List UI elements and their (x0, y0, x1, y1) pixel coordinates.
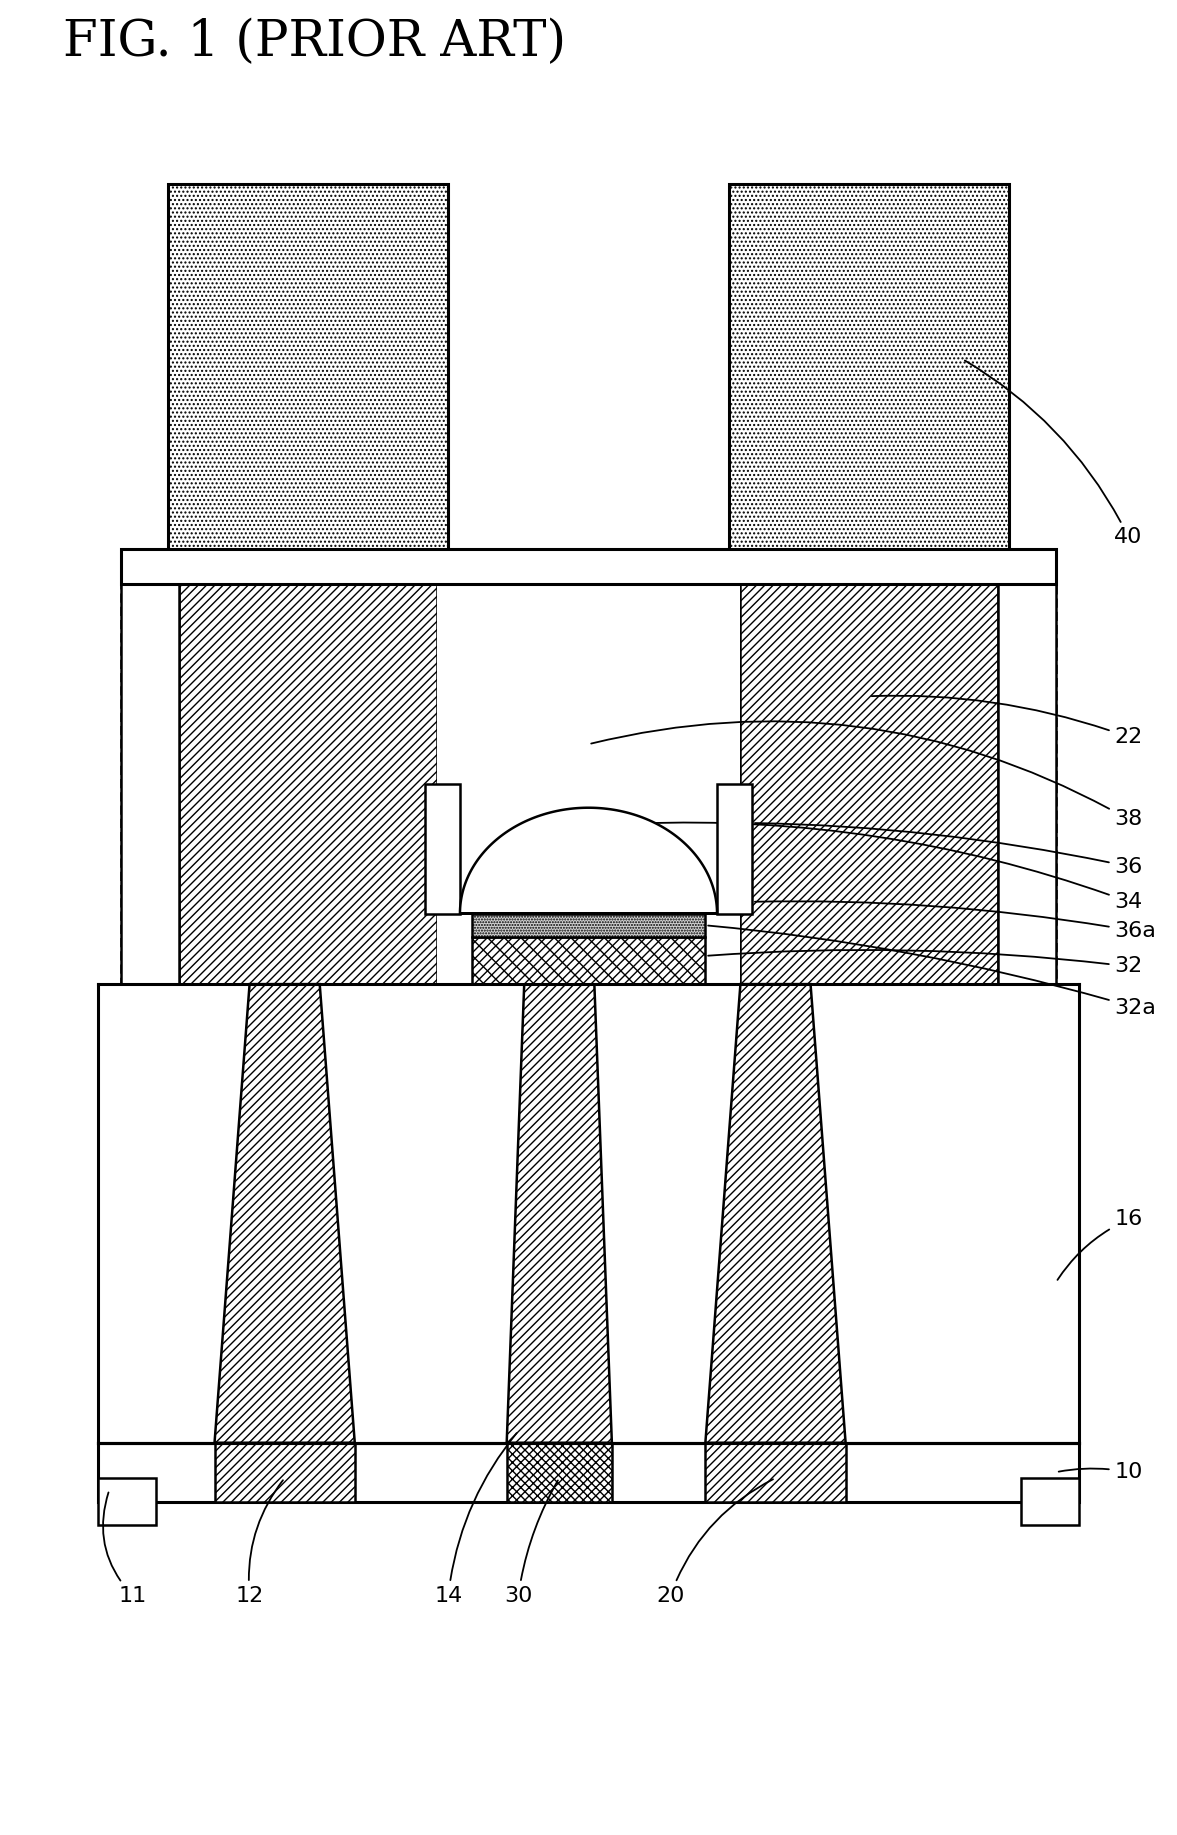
Bar (179, 584, 437, 984)
Bar (98, 1477, 157, 1525)
Polygon shape (705, 984, 845, 1442)
Text: 22: 22 (872, 695, 1143, 747)
Bar (998, 584, 1056, 984)
Text: 40: 40 (965, 360, 1143, 547)
Bar (1020, 1477, 1079, 1525)
Bar (717, 784, 752, 914)
Polygon shape (214, 984, 354, 1442)
Bar (437, 584, 740, 984)
Text: 30: 30 (504, 1481, 558, 1606)
Bar (472, 938, 705, 984)
Text: 32: 32 (709, 951, 1143, 976)
Text: 14: 14 (434, 1433, 517, 1606)
Polygon shape (506, 984, 612, 1442)
Bar (121, 584, 179, 984)
Text: FIG. 1 (PRIOR ART): FIG. 1 (PRIOR ART) (62, 17, 566, 66)
Bar (472, 914, 705, 938)
Text: 12: 12 (235, 1481, 282, 1606)
Text: 10: 10 (1058, 1462, 1143, 1483)
Bar (472, 938, 705, 984)
Bar (168, 185, 448, 573)
Text: 20: 20 (656, 1479, 773, 1606)
Bar (214, 1442, 354, 1501)
Text: 36a: 36a (754, 901, 1156, 941)
Text: 11: 11 (104, 1492, 147, 1606)
Bar (98, 1442, 1079, 1501)
Bar (506, 1442, 612, 1501)
Text: 34: 34 (638, 822, 1143, 912)
Bar (740, 584, 998, 984)
Text: 38: 38 (591, 721, 1143, 829)
Text: 36: 36 (754, 824, 1143, 877)
Text: 32a: 32a (709, 925, 1156, 1018)
Bar (729, 185, 1009, 573)
Text: 16: 16 (1057, 1209, 1143, 1279)
Polygon shape (460, 807, 717, 914)
Bar (121, 549, 1056, 584)
Bar (705, 1442, 845, 1501)
Bar (121, 584, 1056, 984)
Bar (425, 784, 460, 914)
